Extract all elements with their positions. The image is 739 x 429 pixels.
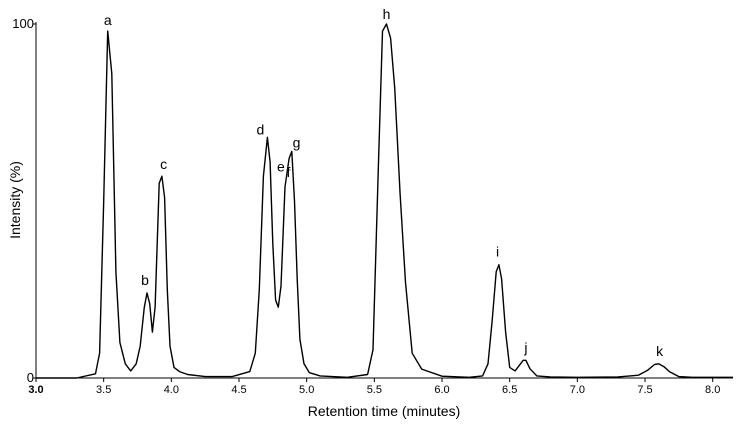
- x-tick-label: 3.5: [96, 384, 111, 396]
- peak-label-f: f: [286, 164, 290, 180]
- y-ticks: 0 100: [12, 16, 36, 385]
- x-tick-label: 7.5: [637, 384, 652, 396]
- y-tick-label: 100: [12, 16, 34, 31]
- peak-label-j: j: [523, 339, 527, 355]
- x-tick-label: 4.5: [231, 384, 246, 396]
- x-tick-label: 8.0: [705, 384, 720, 396]
- peak-label-b: b: [141, 272, 149, 288]
- peak-label-i: i: [496, 244, 499, 260]
- peak-label-k: k: [656, 343, 664, 359]
- x-tick-label: 6.5: [502, 384, 517, 396]
- chromatogram-trace: [36, 23, 733, 379]
- peak-label-c: c: [160, 156, 167, 172]
- x-tick-label: 7.0: [570, 384, 585, 396]
- x-axis-label: Retention time (minutes): [308, 403, 461, 419]
- peak-labels: a b c d e fg h i j k: [104, 6, 664, 359]
- x-tick-label: 5.0: [299, 384, 314, 396]
- x-tick-label: 3.0: [28, 384, 43, 396]
- y-tick-label: 0: [27, 370, 34, 385]
- axes: [35, 22, 733, 379]
- x-tick-label: 4.0: [164, 384, 179, 396]
- peak-label-e: e: [277, 159, 285, 175]
- peak-label-a: a: [104, 12, 112, 28]
- peak-label-g: g: [293, 134, 301, 150]
- peak-label-d: d: [257, 121, 265, 137]
- y-axis-label: Intensity (%): [7, 161, 23, 239]
- x-ticks: 3.0 3.5 4.0 4.5 5.0 5.5 6.0 6.5 7.0 7.5 8.0: [28, 378, 720, 396]
- x-tick-label: 6.0: [434, 384, 449, 396]
- x-tick-label: 5.5: [367, 384, 382, 396]
- peak-label-h: h: [383, 6, 391, 22]
